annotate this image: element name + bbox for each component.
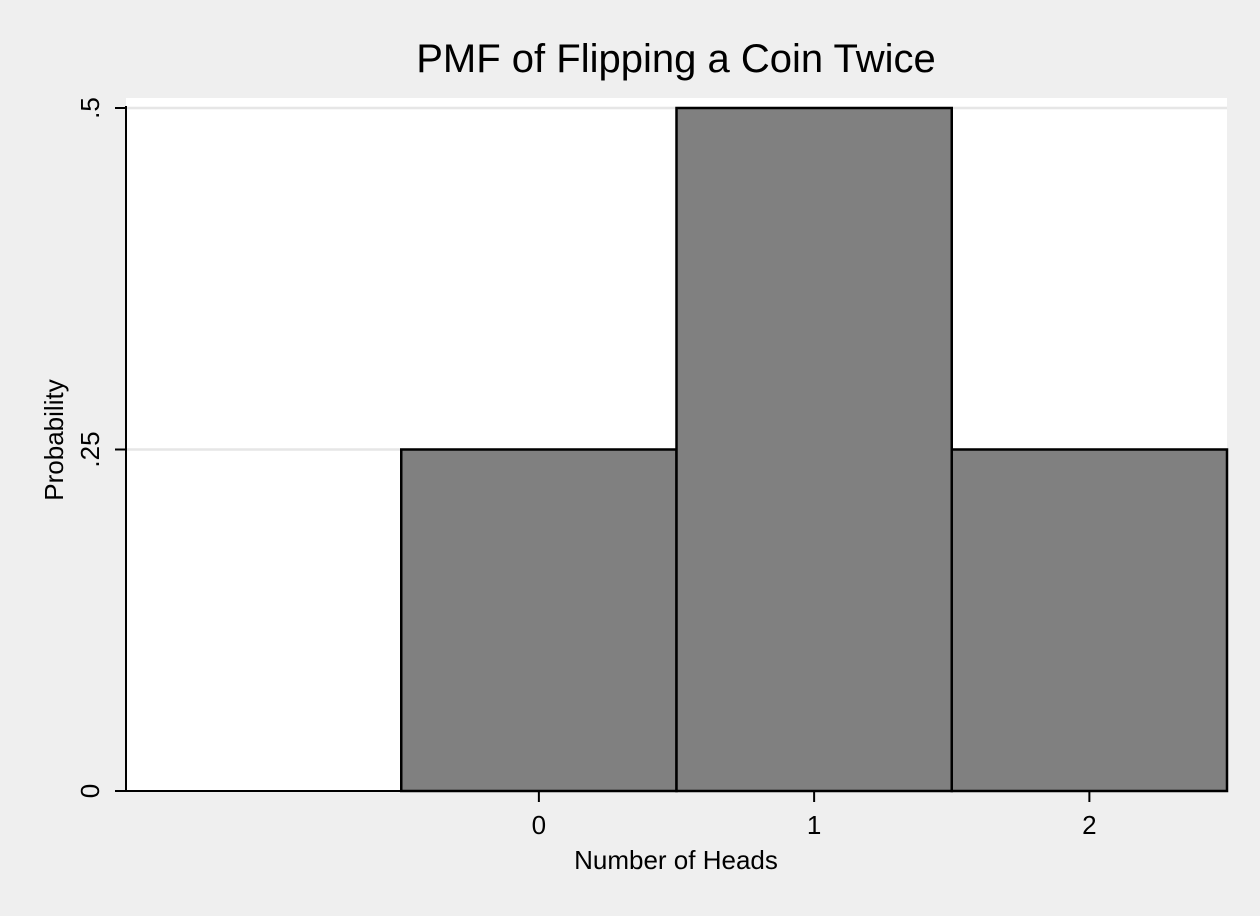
x-tick-label: 0 [532, 810, 546, 840]
bar [675, 106, 953, 793]
x-tick-label: 2 [1082, 810, 1096, 840]
bars [400, 106, 1229, 793]
axes: 0 .25 .5 0 1 2 [75, 97, 1227, 840]
bar [400, 448, 678, 793]
y-tick-label: .25 [75, 431, 105, 467]
bar [950, 448, 1229, 793]
x-tick-label: 1 [807, 810, 821, 840]
y-axis-title: Probability [39, 379, 69, 500]
x-axis-title: Number of Heads [574, 845, 778, 875]
chart-title: PMF of Flipping a Coin Twice [416, 37, 935, 81]
y-tick-label: 0 [75, 784, 105, 798]
y-tick-label: .5 [75, 97, 105, 119]
